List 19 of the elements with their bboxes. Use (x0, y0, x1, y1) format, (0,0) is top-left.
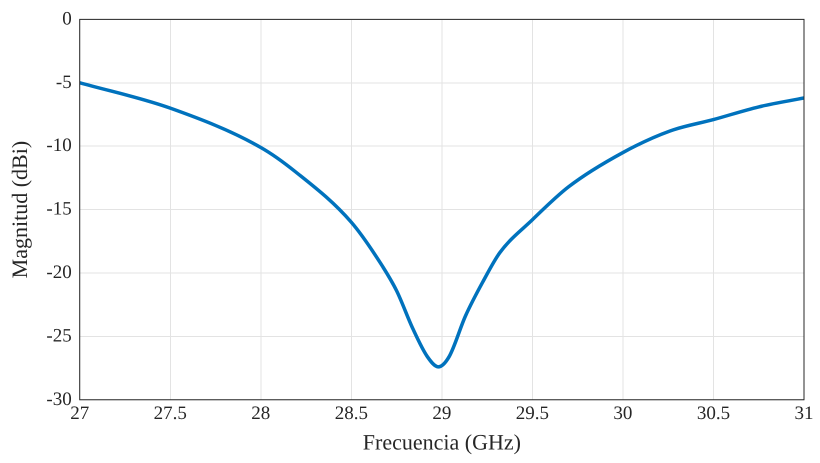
x-tick-label: 28 (251, 403, 270, 424)
x-tick-label: 29 (432, 403, 452, 424)
line-series (80, 81, 804, 369)
x-axis-title: Frecuencia (GHz) (362, 430, 521, 455)
x-tick-label: 31 (794, 403, 814, 424)
x-tick-label: 27 (70, 403, 90, 424)
x-tick-label: 29.5 (516, 403, 550, 424)
y-tick-label: -15 (46, 198, 72, 220)
y-tick-label: -25 (46, 325, 72, 346)
y-axis-title: Magnitud (dBi) (6, 140, 32, 278)
y-tick-label: 0 (62, 8, 72, 30)
x-tick-label: 30 (613, 403, 632, 424)
x-tick-label: 30.5 (696, 403, 730, 424)
x-tick-label: 27.5 (154, 403, 187, 424)
y-tick-label: -5 (56, 72, 72, 93)
y-tick-label: -20 (46, 262, 72, 283)
y-tick-label: -30 (46, 388, 72, 410)
y-tick-label: -10 (46, 135, 72, 156)
x-tick-label: 28.5 (334, 403, 368, 424)
